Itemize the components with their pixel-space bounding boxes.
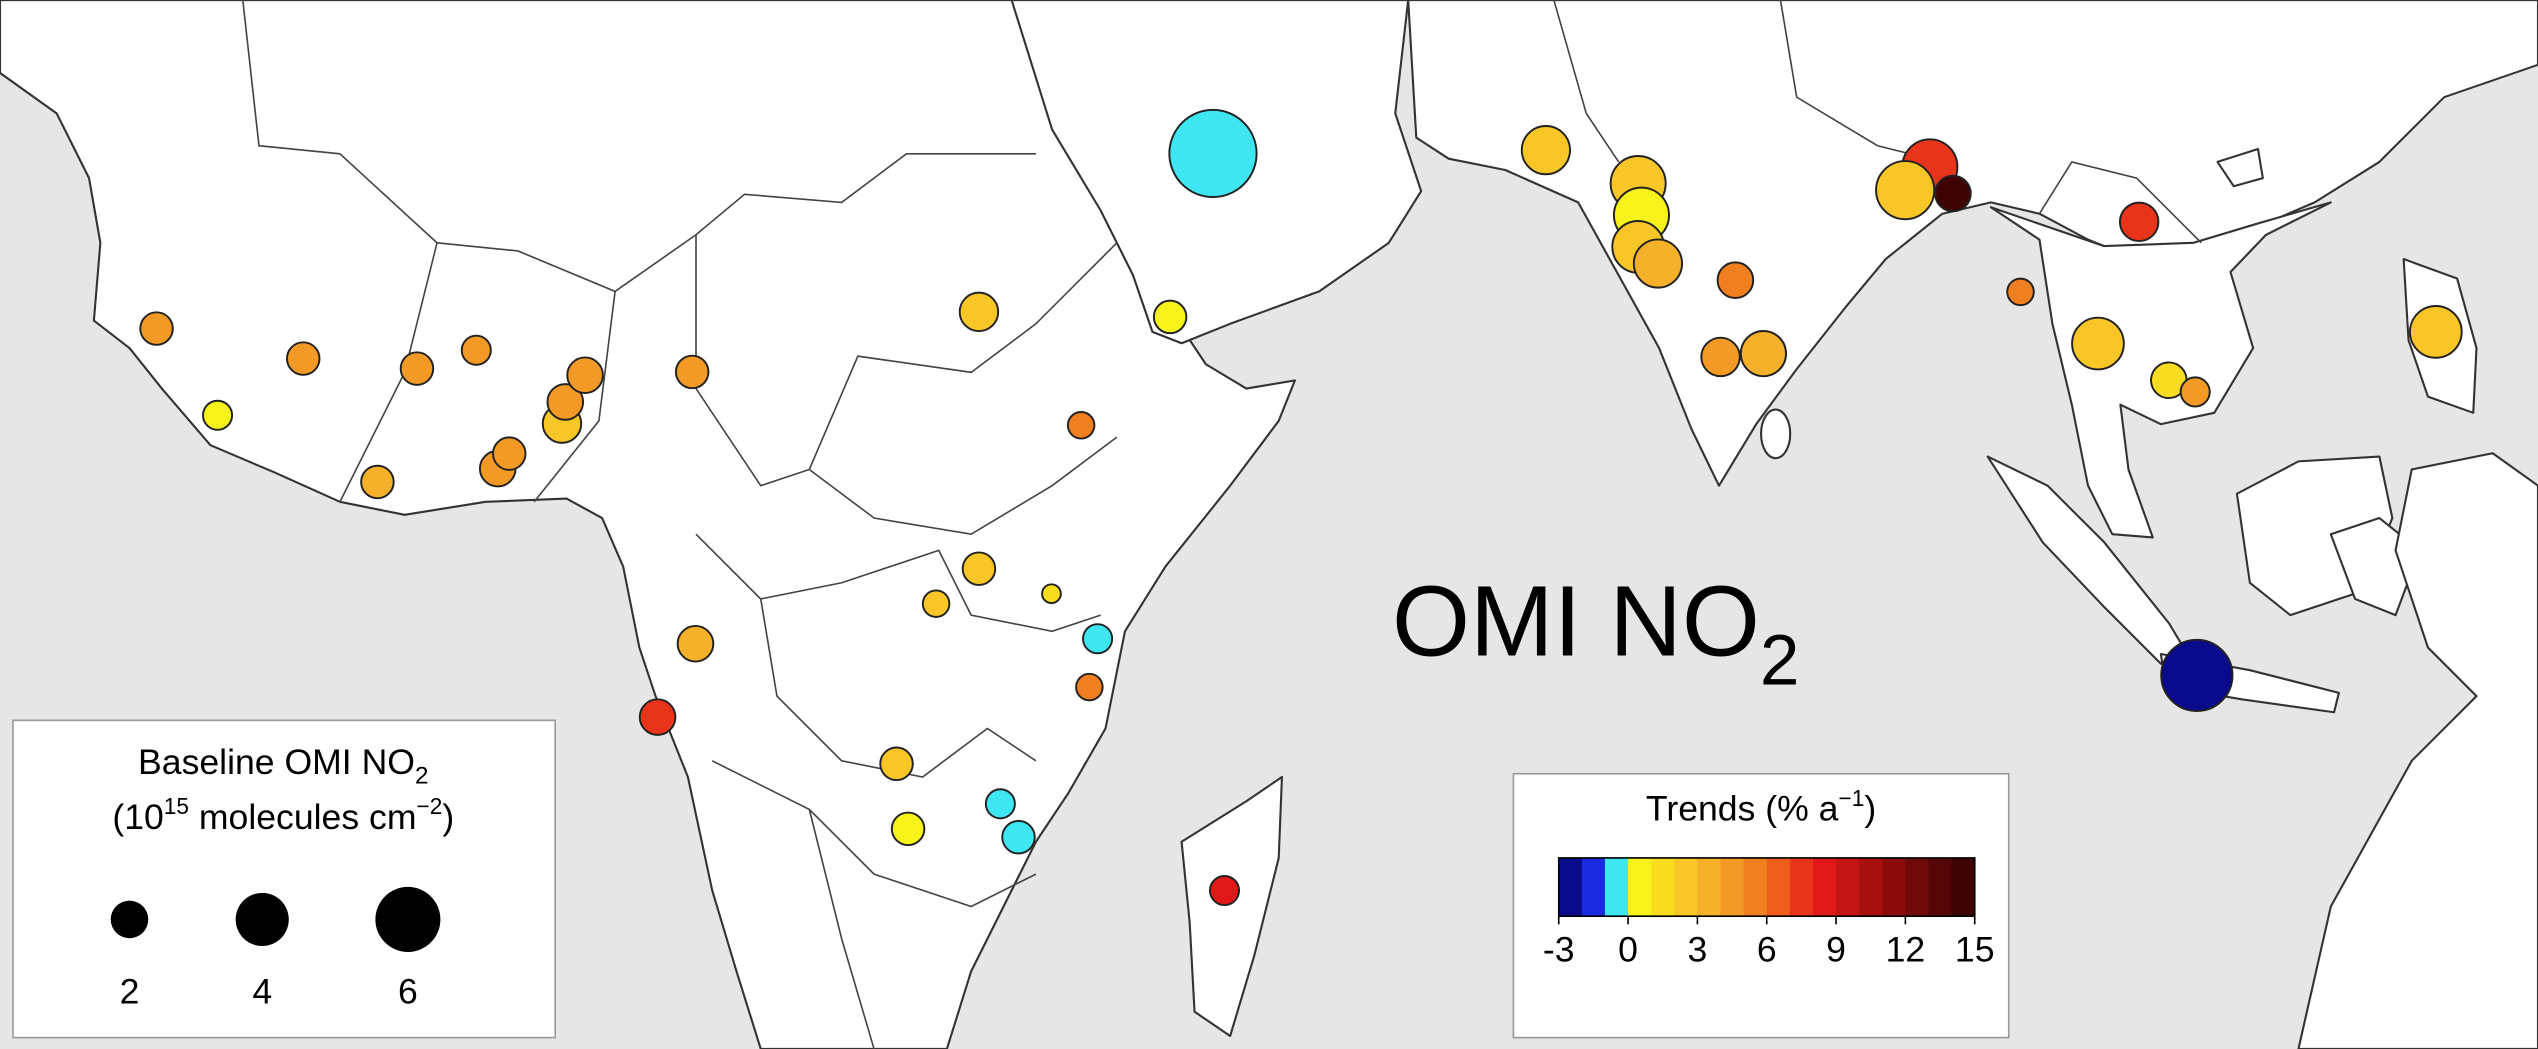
australasia	[2297, 452, 2538, 1049]
colorbar-tick-label: 9	[1826, 930, 1846, 970]
bubble	[984, 788, 1016, 820]
bubble	[1520, 125, 1571, 176]
bubble	[1152, 299, 1188, 335]
units-text: (10	[112, 797, 163, 837]
colorbar-segment	[1558, 857, 1583, 917]
bubble	[890, 811, 926, 847]
colorbar-tick-label: 6	[1757, 930, 1777, 970]
colorbar-segment	[1928, 857, 1953, 917]
size-legend: Baseline OMI NO2 (1015 molecules cm−2) 2…	[12, 719, 556, 1039]
bubble	[360, 464, 395, 500]
bubble	[2160, 638, 2234, 712]
bubble	[1716, 261, 1755, 299]
colorbar-segment	[1882, 857, 1907, 917]
bubble	[1082, 623, 1114, 655]
bubble	[1041, 583, 1062, 605]
south-asia	[1407, 0, 2538, 487]
legend-box	[12, 719, 556, 1039]
bubble	[2071, 316, 2125, 371]
bubble	[460, 334, 492, 366]
colorbar-segment	[1836, 857, 1860, 917]
colorbar-segment	[1812, 857, 1837, 917]
size-legend-circle	[110, 900, 149, 939]
colorbar-segment	[1951, 857, 1976, 917]
colorbar-segment	[1789, 857, 1814, 917]
units-text: molecules cm	[189, 797, 416, 837]
size-legend-label: 6	[398, 972, 418, 1012]
colorbar-tick-label: 3	[1687, 930, 1707, 970]
bubble	[492, 436, 527, 471]
bubble	[2006, 277, 2035, 307]
colorbar-segment	[1743, 857, 1768, 917]
bubble	[1632, 238, 1684, 289]
bubble	[286, 341, 321, 376]
bubble	[399, 351, 435, 386]
madagascar	[1180, 775, 1284, 1038]
colorbar-segment	[1581, 857, 1606, 917]
colorbar-segment	[1905, 857, 1930, 917]
colorbar-tick-label: -3	[1543, 930, 1575, 970]
colorbar-segment	[1697, 857, 1722, 917]
colorbar-segment	[1604, 857, 1629, 917]
color-legend: Trends (% a−1) -3 0 3 6 9 12 15	[1512, 772, 2010, 1039]
bubble	[1700, 336, 1741, 378]
colorbar-title-text: )	[1864, 789, 1876, 829]
colorbar-tick-label: 15	[1955, 930, 1995, 970]
hainan	[2216, 147, 2264, 188]
bubble	[1208, 875, 1241, 907]
colorbar-segment	[1720, 857, 1745, 917]
bubble	[879, 746, 914, 782]
colorbar-title-sup: −1	[1838, 785, 1864, 811]
sri-lanka	[1760, 408, 1792, 460]
bubbles	[139, 108, 2463, 907]
bubble	[139, 311, 174, 346]
units-sup: 15	[164, 793, 189, 819]
colorbar-segment	[1859, 857, 1884, 917]
africa	[0, 0, 1296, 1049]
units-text: )	[442, 797, 454, 837]
bubble	[676, 624, 715, 663]
bubble	[1075, 672, 1104, 702]
bubble	[961, 551, 997, 586]
units-sup: −2	[416, 793, 442, 819]
bubble	[2118, 201, 2160, 243]
bubble	[921, 589, 951, 618]
colorbar-segment	[1651, 857, 1676, 917]
colorbar-segment	[1674, 857, 1699, 917]
colorbar-segment	[1628, 857, 1652, 917]
bubble	[638, 698, 677, 736]
bubble	[202, 399, 234, 431]
size-legend-circle	[235, 892, 289, 946]
colorbar-segment	[1766, 857, 1791, 917]
size-legend-label: 4	[252, 972, 272, 1012]
legend-title-text: Baseline OMI NO	[138, 742, 415, 782]
title-subscript: 2	[1760, 622, 1800, 701]
legend-units: (1015 molecules cm−2)	[112, 793, 454, 837]
bubble	[1739, 330, 1787, 378]
colorbar-tick-label: 0	[1618, 930, 1638, 970]
colorbar-title-text: Trends (% a	[1646, 789, 1839, 829]
colorbar-tick-label: 12	[1886, 930, 1926, 970]
bubble	[546, 383, 585, 421]
bubble	[2179, 376, 2211, 408]
map-title: OMI NO2	[1392, 566, 1800, 701]
bubble	[674, 354, 710, 390]
border	[711, 760, 1037, 1049]
bubble	[1934, 174, 1972, 213]
bubble	[566, 356, 604, 395]
bubble	[1001, 819, 1036, 855]
legend-title: Baseline OMI NO2	[138, 742, 428, 790]
bubble	[1168, 108, 1258, 199]
size-legend-circle	[375, 886, 441, 952]
size-legend-label: 2	[120, 972, 140, 1012]
border	[695, 234, 1118, 487]
colorbar-title: Trends (% a−1)	[1646, 785, 1876, 829]
bubble	[958, 291, 1000, 333]
bubble	[2408, 305, 2463, 359]
title-text: OMI NO	[1392, 566, 1760, 678]
legend-title-sub: 2	[415, 762, 429, 789]
bubble	[1875, 160, 1936, 221]
bubble	[1066, 411, 1096, 440]
